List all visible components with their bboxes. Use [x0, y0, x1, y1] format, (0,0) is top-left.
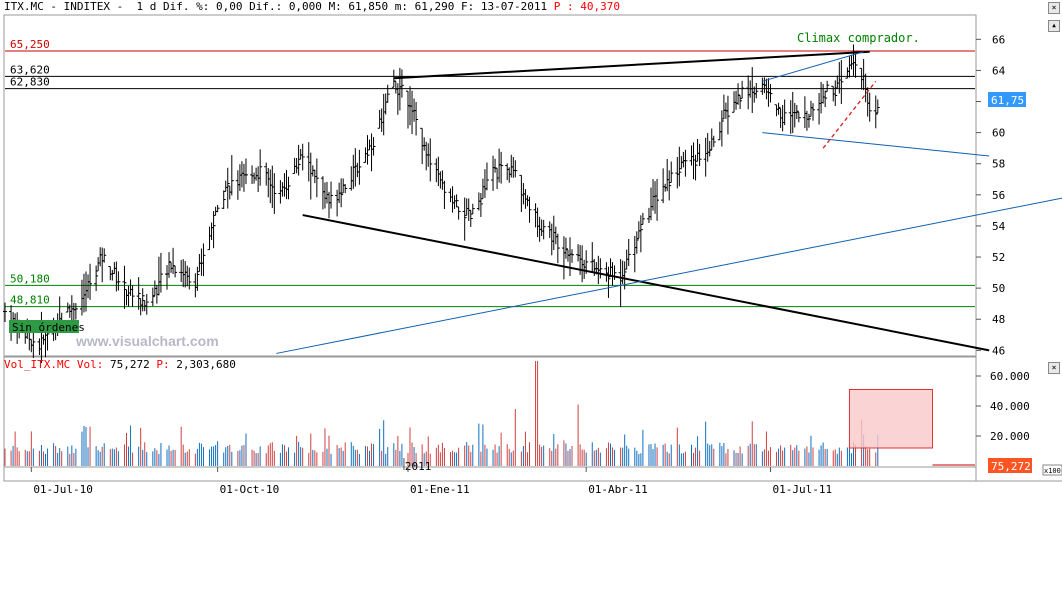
vol-value: 75,272	[109, 358, 150, 371]
level-label: 63,620	[10, 63, 50, 76]
trendline	[302, 214, 990, 352]
price-tick-label: 66	[992, 33, 1005, 46]
watermark: www.visualchart.com	[75, 333, 219, 349]
trendline	[762, 51, 864, 82]
price-tick-label: 54	[992, 220, 1006, 233]
level-label: 50,180	[10, 272, 50, 285]
p-value: 40,370	[580, 0, 620, 13]
date-tick-label: 01-Oct-10	[220, 483, 280, 496]
level-label: 65,250	[10, 38, 50, 51]
volume-highlight-box	[848, 389, 933, 449]
price-tick-label: 48	[992, 313, 1005, 326]
volume-tick-label: 60.000	[990, 370, 1030, 383]
trendline	[393, 50, 870, 80]
date-tick-label: 01-Abr-11	[588, 483, 648, 496]
last-volume-value: 75,272	[991, 460, 1031, 473]
date-tick-label: 2011	[405, 460, 432, 473]
last-volume-tag	[988, 458, 1032, 473]
sin-ordenes-box	[9, 320, 79, 333]
climax-annotation: Climax comprador.	[797, 31, 920, 45]
min-price: m: 61,290	[394, 0, 455, 13]
price-tick-label: 46	[992, 344, 1005, 357]
dif-pct: Dif. %: 0,00	[162, 0, 243, 13]
timeframe: 1 d	[136, 0, 157, 13]
trendline	[762, 132, 990, 157]
level-label: 62,830	[10, 76, 50, 89]
vol-p-label: P:	[156, 358, 170, 371]
volume-tick-label: 40.000	[990, 400, 1030, 413]
p-label: P :	[553, 0, 574, 13]
price-tick-label: 56	[992, 189, 1005, 202]
close-icon[interactable]: ×	[1048, 2, 1060, 14]
trendline	[822, 80, 877, 149]
price-panel	[3, 14, 977, 357]
vol-multiplier: x100	[1044, 467, 1061, 475]
level-label: 48,810	[10, 294, 50, 307]
price-tick-label: 52	[992, 251, 1005, 264]
vol-p-value: 2,303,680	[176, 358, 236, 371]
dif: Dif.: 0,000	[249, 0, 322, 13]
price-tick-label: 50	[992, 282, 1005, 295]
price-tick-label: 60	[992, 127, 1005, 140]
last-price-value: 61,75	[991, 94, 1024, 107]
date-tick-label: 01-Ene-11	[410, 483, 470, 496]
symbol-name: ITX.MC - INDITEX -	[4, 0, 124, 13]
last-price-tag	[988, 92, 1026, 107]
date-tick-label: 01-Jul-10	[33, 483, 93, 496]
volume-panel	[3, 356, 977, 468]
volume-tick-label: 20.000	[990, 430, 1030, 443]
price-tick-label: 64	[992, 64, 1006, 77]
vol-label: Vol_ITX.MC Vol:	[4, 358, 104, 371]
vol-multiplier-box	[1042, 464, 1062, 476]
max-price: M: 61,850	[328, 0, 389, 13]
volume-header: Vol_ITX.MC Vol: 75,272 P: 2,303,680	[4, 358, 236, 371]
chart-header: ITX.MC - INDITEX - 1 d Dif. %: 0,00 Dif.…	[4, 0, 620, 13]
collapse-icon[interactable]: ▲	[1048, 20, 1060, 32]
date-tick-label: 01-Jul-11	[772, 483, 832, 496]
sin-ordenes-label: Sin órdenes	[12, 321, 85, 334]
trendline	[276, 197, 1062, 354]
date-axis	[3, 466, 977, 482]
date: F: 13-07-2011	[461, 0, 548, 13]
price-tick-label: 58	[992, 158, 1005, 171]
panel-close-icon[interactable]: ×	[1048, 362, 1060, 374]
